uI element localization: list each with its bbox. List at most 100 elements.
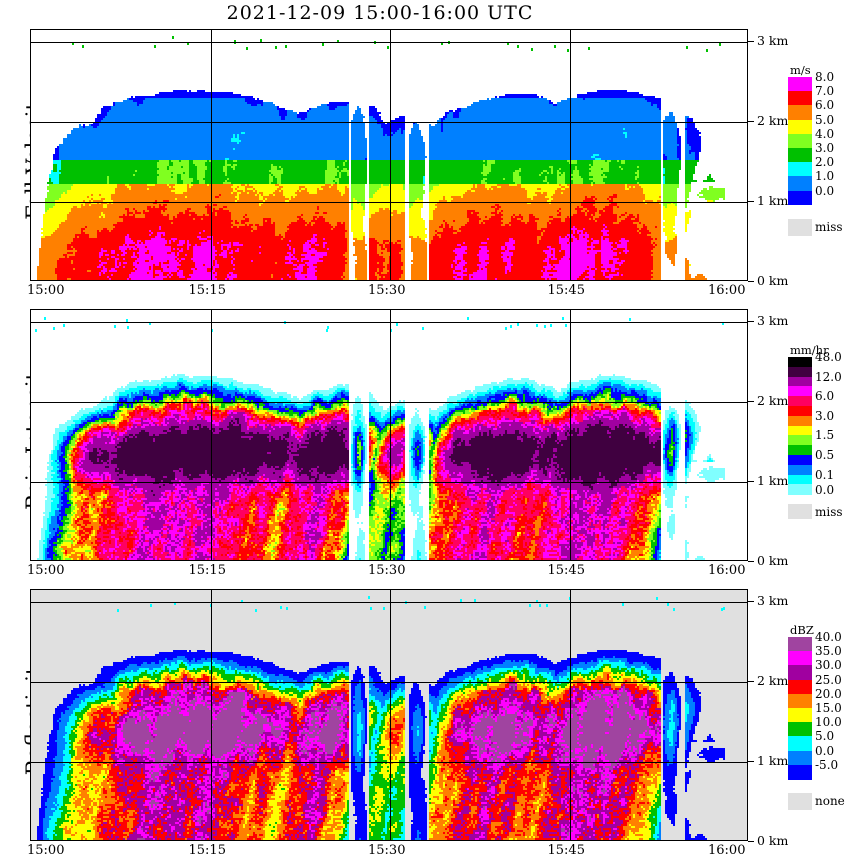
gridline-v-1515	[211, 590, 212, 840]
y-tick-0	[748, 281, 754, 282]
panel-title-rain-intensity: Rain Intensity	[22, 360, 46, 510]
y-tick-3	[748, 321, 754, 322]
colorbar-band	[788, 119, 812, 135]
y-tick-2	[748, 121, 754, 122]
colorbar-tick-label: 0.0	[815, 483, 835, 498]
gridline-h-3km	[31, 602, 747, 603]
colorbar-tick-label: 1.5	[815, 428, 835, 443]
colorbar-band	[788, 386, 812, 397]
colorbar-band	[788, 464, 812, 476]
colorbar-band	[788, 162, 812, 177]
y-axis-label-2km: 2 km	[757, 673, 789, 688]
gridline-v-1515	[211, 30, 212, 280]
gridline-v-1530	[390, 590, 391, 840]
x-axis-label-1530: 15:30	[368, 843, 406, 858]
colorbar-missing-label: none	[815, 794, 845, 808]
colorbar-tick-label: 5.0	[815, 729, 835, 744]
x-axis-label-1545: 15:45	[547, 563, 585, 578]
colorbar-band	[788, 406, 812, 417]
colorbar-band	[788, 425, 812, 436]
gridline-h-1km	[31, 762, 747, 763]
colorbar-band	[788, 366, 812, 378]
radar-canvas-rain-intensity	[31, 310, 747, 560]
y-tick-3	[748, 601, 754, 602]
colorbar-tick-label: 6.0	[815, 98, 835, 113]
radar-canvas-fall-velocity	[31, 30, 747, 280]
colorbar-band	[788, 133, 812, 149]
colorbar-missing-label: miss	[815, 219, 843, 234]
plot-area-reflectivity[interactable]	[30, 589, 748, 841]
y-axis-label-3km: 3 km	[757, 313, 789, 328]
colorbar-unit-reflectivity: dBZ	[790, 623, 814, 637]
colorbar-band	[788, 435, 812, 446]
gridline-v-1515	[211, 310, 212, 560]
y-axis-label-2km: 2 km	[757, 393, 789, 408]
plot-area-rain-intensity[interactable]	[30, 309, 748, 561]
x-axis-label-1500: 15:00	[27, 563, 65, 578]
panel-title-fall-velocity: Fall Velocity	[22, 90, 46, 220]
y-axis-label-3km: 3 km	[757, 593, 789, 608]
colorbar-band	[788, 693, 812, 709]
x-axis-label-1600: 16:00	[708, 843, 746, 858]
colorbar-missing-swatch	[788, 793, 812, 810]
colorbar-tick-label: 0.5	[815, 448, 835, 462]
x-axis-label-1545: 15:45	[547, 283, 585, 298]
colorbar-tick-label: 0.0	[815, 183, 835, 198]
gridline-h-3km	[31, 322, 747, 323]
colorbar-tick-label: 4.0	[815, 126, 835, 141]
page-title: 2021-12-09 15:00-16:00 UTC	[226, 2, 534, 24]
colorbar-tick-label: 0.1	[815, 467, 835, 482]
colorbar-missing-swatch	[788, 504, 812, 520]
colorbar-tick-label: 3.0	[815, 141, 835, 155]
x-axis-label-1545: 15:45	[547, 843, 585, 858]
colorbar-reflectivity: dBZ 40.0 35.0 30.0 25.0 20.0 15.0 10.0 5.0 0.0 -5.…	[788, 623, 848, 823]
y-tick-2	[748, 401, 754, 402]
y-axis-label-1km: 1 km	[757, 193, 789, 208]
colorbar-unit-fall-velocity: m/s	[790, 63, 811, 77]
y-axis-label-0km: 0 km	[757, 273, 789, 288]
gridline-h-1km	[31, 482, 747, 483]
x-axis-label-1600: 16:00	[708, 563, 746, 578]
colorbar-tick-label: 30.0	[815, 658, 842, 673]
y-axis-label-2km: 2 km	[757, 113, 789, 128]
colorbar-tick-label: 7.0	[815, 84, 835, 99]
colorbar-band	[788, 376, 812, 387]
x-axis-label-1530: 15:30	[368, 283, 406, 298]
colorbar-band	[788, 190, 812, 206]
colorbar-band	[788, 764, 812, 780]
colorbar-band	[788, 637, 812, 652]
y-axis-label-0km: 0 km	[757, 833, 789, 848]
y-axis-label-3km: 3 km	[757, 33, 789, 48]
y-axis-label-1km: 1 km	[757, 753, 789, 768]
colorbar-band	[788, 357, 812, 368]
colorbar-band	[788, 651, 812, 666]
gridline-h-2km	[31, 682, 747, 683]
colorbar-missing-swatch	[788, 218, 812, 236]
colorbar-tick-label: 10.0	[815, 715, 842, 730]
y-tick-0	[748, 841, 754, 842]
colorbar-tick-label: 35.0	[815, 644, 842, 659]
colorbar-band	[788, 736, 812, 752]
colorbar-missing-label: miss	[815, 505, 843, 520]
gridline-h-2km	[31, 402, 747, 403]
colorbar-tick-label: -5.0	[815, 757, 839, 772]
colorbar-tick-label: 12.0	[815, 369, 842, 384]
y-tick-3	[748, 41, 754, 42]
colorbar-tick-label: 25.0	[815, 672, 842, 687]
gridline-h-2km	[31, 122, 747, 123]
plot-area-fall-velocity[interactable]	[30, 29, 748, 281]
colorbar-fall-velocity: m/s 8.0 7.0 6.0 5.0 4.0 3.0 2.0 1.0 0.0 miss	[788, 63, 848, 249]
colorbar-tick-label: 0.0	[815, 743, 835, 758]
y-tick-1	[748, 481, 754, 482]
gridline-h-3km	[31, 42, 747, 43]
colorbar-rain-intensity: mm/hr 48.0 12.0 6.0 3.0 1.5 0.5 0.1 0.0 miss	[788, 343, 848, 538]
colorbar-band	[788, 484, 812, 495]
colorbar-band	[788, 91, 812, 106]
colorbar-band	[788, 750, 812, 766]
colorbar-band	[788, 665, 812, 681]
colorbar-tick-label: 5.0	[815, 112, 835, 127]
colorbar-tick-label: 20.0	[815, 686, 842, 701]
colorbar-band	[788, 148, 812, 163]
